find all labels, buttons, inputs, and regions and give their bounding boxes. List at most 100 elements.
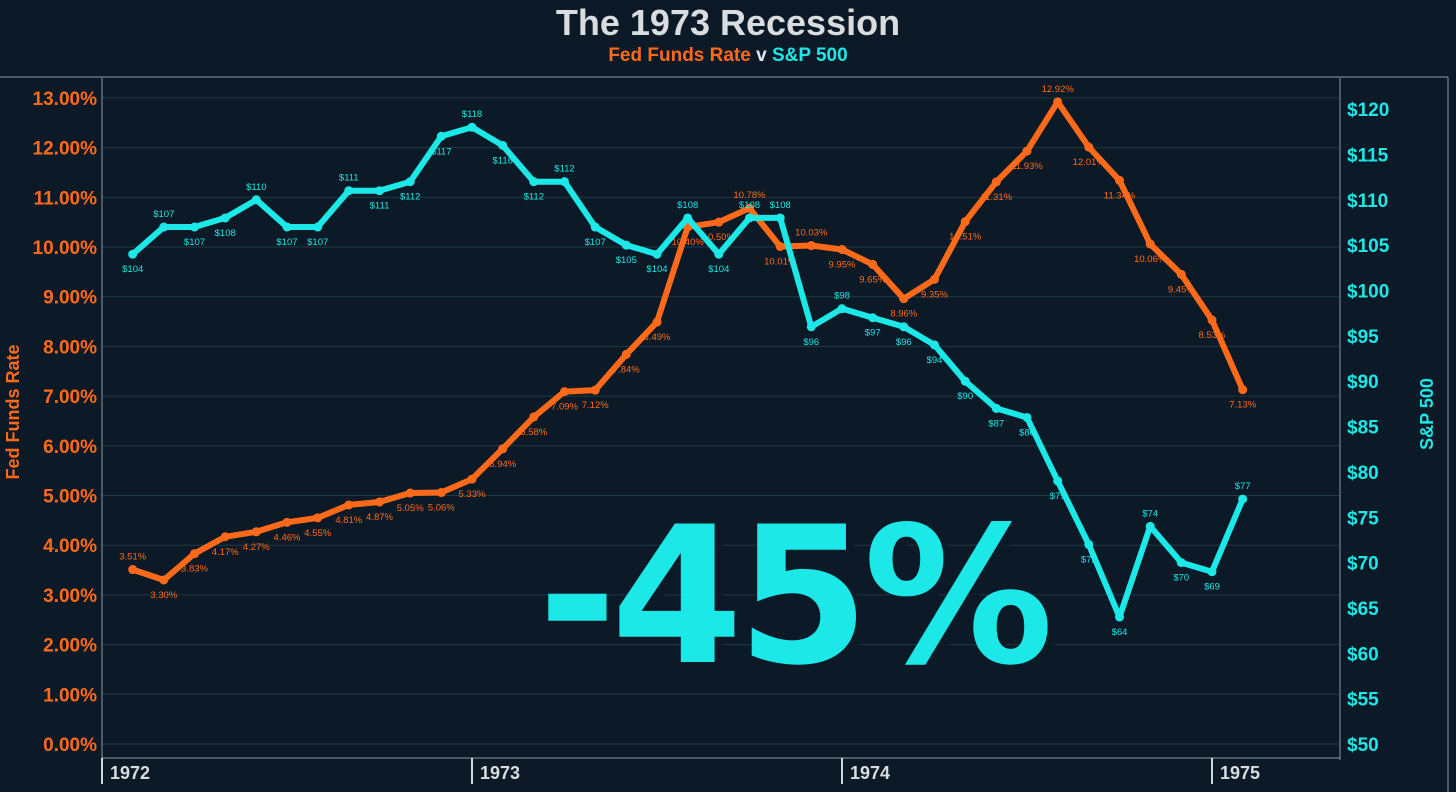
fed-funds-point <box>220 532 230 542</box>
sp500-data-label: $110 <box>246 182 266 193</box>
fed-funds-point <box>1084 142 1094 152</box>
y-right-tick-label: $70 <box>1347 554 1379 575</box>
fed-funds-data-label: 11.31% <box>981 192 1013 203</box>
sp500-point <box>1022 412 1032 422</box>
fed-funds-data-label: 5.06% <box>428 503 455 514</box>
x-tick-label: 1975 <box>1220 763 1260 783</box>
y-left-tick-label: 10.00% <box>33 238 98 259</box>
y-left-tick-label: 8.00% <box>43 337 97 358</box>
sp500-point <box>467 122 477 132</box>
sp500-point <box>282 222 292 232</box>
sp500-data-label: $107 <box>585 237 606 248</box>
sp500-data-label: $64 <box>1112 627 1128 638</box>
drawdown-overlay-text: -45% <box>538 486 1048 707</box>
fed-funds-data-label: 9.95% <box>829 259 856 270</box>
sp500-point <box>251 195 261 205</box>
fed-funds-series: 3.51% 3.30% 3.83% 4.17% 4.27% 4.46% 4.55% 4.81%… <box>119 84 1256 601</box>
fed-funds-point <box>1115 175 1124 185</box>
grid-lines <box>102 97 1340 745</box>
sp500-point <box>806 322 816 332</box>
fed-funds-point <box>251 527 261 537</box>
sp500-data-label: $112 <box>524 192 544 203</box>
fed-funds-data-label: 12.92% <box>1042 84 1075 95</box>
y-right-tick-label: $50 <box>1347 735 1379 756</box>
y-left-tick-label: 6.00% <box>43 437 97 458</box>
fed-funds-point <box>436 488 446 498</box>
fed-funds-data-label: 9.45% <box>1168 284 1195 295</box>
sp500-point <box>745 213 754 223</box>
fed-funds-point <box>128 565 138 575</box>
sp500-data-label: $111 <box>339 173 359 184</box>
sp500-point <box>1084 539 1094 549</box>
sp500-point <box>652 249 662 259</box>
fed-funds-data-label: 10.50% <box>703 232 736 243</box>
y-right-tick-label: $115 <box>1347 145 1389 166</box>
y-right-tick-label: $65 <box>1347 599 1379 620</box>
y-right-tick-label: $95 <box>1347 327 1379 348</box>
fed-funds-point <box>868 259 878 269</box>
y-left-tick-label: 0.00% <box>43 735 97 756</box>
sp500-point <box>190 222 199 232</box>
sp500-point <box>159 222 169 232</box>
sp500-point <box>991 403 1001 413</box>
sp500-data-label: $112 <box>554 164 574 175</box>
fed-funds-data-label: 4.46% <box>274 532 301 543</box>
y-left-tick-label: 2.00% <box>43 636 97 657</box>
fed-funds-point <box>899 294 909 304</box>
fed-funds-data-label: 7.84% <box>613 364 640 375</box>
sp500-data-label: $77 <box>1235 481 1251 492</box>
subtitle-versus: v <box>756 45 767 66</box>
fed-funds-point <box>498 444 508 454</box>
fed-funds-data-label: 8.96% <box>890 309 917 320</box>
sp500-point <box>1207 567 1217 577</box>
fed-funds-point <box>621 349 631 359</box>
fed-funds-data-label: 7.12% <box>582 400 609 411</box>
sp500-point <box>683 213 693 223</box>
sp500-point <box>899 322 909 332</box>
sp500-point <box>529 177 539 187</box>
axes: 0.00% 1.00% 2.00% 3.00% 4.00% 5.00% 6.00% 7.00%… <box>0 76 1449 792</box>
fed-funds-data-label: 5.05% <box>397 503 424 514</box>
sp500-data-label: $118 <box>462 109 482 120</box>
fed-funds-data-label: 10.03% <box>795 228 828 239</box>
fed-funds-data-label: 10.51% <box>949 232 982 243</box>
fed-funds-data-label: 4.81% <box>335 515 362 526</box>
fed-funds-data-label: 5.94% <box>489 459 516 470</box>
sp500-point <box>868 313 878 323</box>
sp500-data-label: $105 <box>616 255 637 266</box>
sp500-point <box>375 186 384 196</box>
y-left-tick-label: 5.00% <box>43 487 97 508</box>
sp500-data-label: $74 <box>1142 508 1158 519</box>
sp500-point <box>960 376 970 386</box>
sp500-data-label: $98 <box>834 291 850 302</box>
y-left-tick-label: 13.00% <box>33 89 98 110</box>
fed-funds-data-label: 10.06% <box>1134 254 1167 265</box>
fed-funds-point <box>375 497 384 507</box>
fed-funds-point <box>313 513 323 523</box>
sp500-data-label: $107 <box>184 237 205 248</box>
x-tick-label: 1974 <box>850 763 890 783</box>
fed-funds-data-label: 10.78% <box>733 190 766 201</box>
sp500-point <box>1115 612 1124 622</box>
sp500-data-label: $96 <box>803 337 819 348</box>
sp500-data-label: $72 <box>1081 554 1097 565</box>
sp500-data-label: $117 <box>431 146 451 157</box>
fed-funds-point <box>1145 239 1155 249</box>
sp500-data-label: $107 <box>307 237 328 248</box>
fed-funds-point <box>714 217 724 227</box>
sp500-data-label: $111 <box>370 201 390 212</box>
sp500-data-label: $108 <box>739 200 760 211</box>
y-right-tick-label: $85 <box>1347 418 1379 439</box>
sp500-data-label: $69 <box>1204 582 1220 593</box>
y-left-tick-label: 7.00% <box>43 387 97 408</box>
fed-funds-point <box>837 244 847 254</box>
sp500-series: $104 $107 $107 $108 $110 $107 $107 $111 $111 $112… <box>122 109 1251 638</box>
sp500-data-label: $108 <box>677 200 698 211</box>
sp500-point <box>1176 558 1186 568</box>
fed-funds-point <box>775 242 785 252</box>
sp500-data-label: $94 <box>927 355 943 366</box>
sp500-data-label: $70 <box>1173 573 1189 584</box>
sp500-point <box>714 249 724 259</box>
sp500-point <box>837 304 847 314</box>
